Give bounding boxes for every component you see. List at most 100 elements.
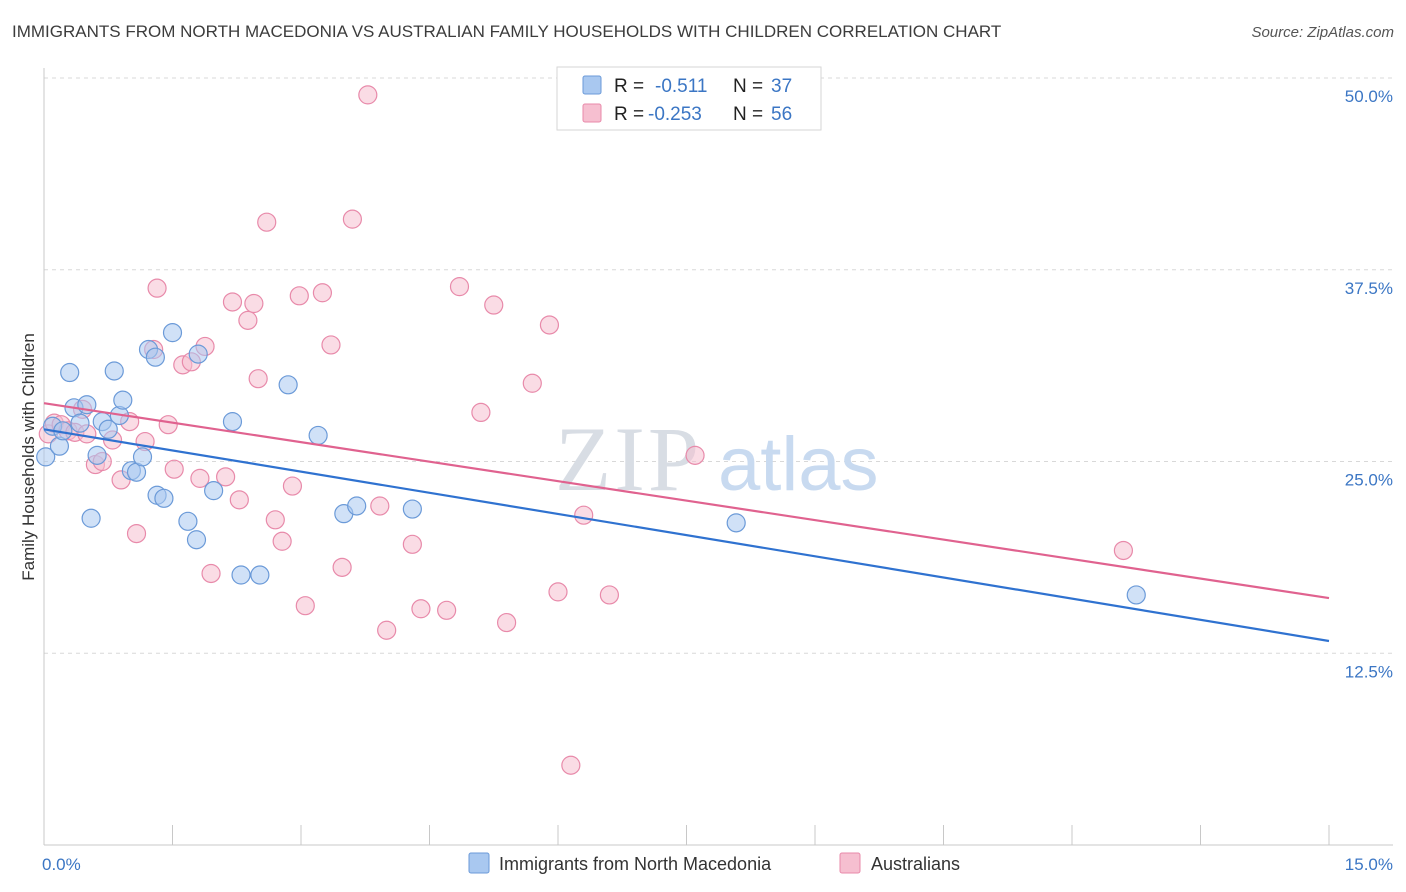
- australians-point-32: [282, 476, 303, 496]
- north-macedonia-point-30: [278, 375, 298, 395]
- bottom-legend-swatch-north-macedonia: [468, 852, 490, 874]
- australians-point-26: [238, 310, 258, 330]
- australians-point-37: [332, 557, 352, 577]
- australians-point-35: [312, 283, 333, 303]
- watermark-zip: ZIP: [555, 408, 702, 510]
- trend-line-north-macedonia: [43, 428, 1330, 643]
- australians-point-40: [370, 496, 390, 516]
- y-tick-label-2: 37.5%: [1345, 279, 1393, 298]
- north-macedonia-point-24: [188, 344, 208, 364]
- north-macedonia-point-19: [145, 347, 165, 367]
- legend-n-label-1: N =: [733, 76, 763, 97]
- north-macedonia-point-23: [178, 511, 198, 531]
- bottom-legend-swatch-australians: [839, 852, 861, 874]
- australians-point-51: [548, 582, 568, 602]
- north-macedonia-point-6: [70, 413, 90, 433]
- australians-point-53: [574, 505, 594, 525]
- x-tick-label-max: 15.0%: [1345, 855, 1393, 874]
- north-macedonia-point-25: [186, 530, 207, 550]
- legend-n-value-2: 56: [771, 104, 792, 125]
- north-macedonia-point-12: [104, 361, 124, 381]
- australians-point-34: [295, 596, 315, 616]
- legend-n-value-1: 37: [771, 76, 792, 97]
- bottom-legend: Immigrants from North Macedonia Australi…: [468, 852, 960, 874]
- legend-r-label-2: R =: [614, 104, 644, 125]
- y-axis-label: Family Households with Children: [19, 333, 38, 581]
- australians-point-44: [437, 600, 457, 620]
- legend-r-value-2: -0.253: [648, 104, 702, 125]
- australians-point-29: [257, 212, 277, 232]
- australians-point-17: [164, 459, 184, 479]
- australians-point-41: [377, 620, 397, 640]
- legend-swatch-australians: [582, 103, 602, 123]
- australians-point-50: [539, 315, 560, 335]
- australians-point-38: [342, 209, 362, 229]
- source-credit: Source: ZipAtlas.com: [1251, 24, 1394, 41]
- legend-n-label-2: N =: [733, 104, 763, 125]
- australians-point-54: [599, 585, 620, 605]
- north-macedonia-point-27: [222, 412, 243, 432]
- north-macedonia-point-35: [726, 513, 746, 533]
- bottom-legend-label-north-macedonia: Immigrants from North Macedonia: [499, 854, 772, 874]
- australians-point-42: [402, 534, 422, 554]
- north-macedonia-point-36: [1126, 585, 1146, 605]
- series-north-macedonia-points: [36, 323, 1146, 605]
- y-tick-label-0: 12.5%: [1345, 662, 1393, 681]
- series-australians-points: [38, 85, 1134, 775]
- legend-r-value-1: -0.511: [655, 76, 707, 97]
- north-macedonia-point-34: [402, 499, 422, 519]
- australians-point-31: [272, 531, 292, 551]
- north-macedonia-point-0: [36, 447, 56, 467]
- australians-point-46: [471, 402, 491, 423]
- australians-point-27: [244, 293, 264, 314]
- north-macedonia-point-11: [98, 419, 118, 439]
- north-macedonia-point-29: [250, 565, 270, 585]
- australians-point-39: [358, 85, 378, 105]
- australians-point-52: [561, 755, 581, 775]
- north-macedonia-point-14: [113, 390, 133, 410]
- australians-point-47: [484, 295, 504, 315]
- australians-point-45: [449, 277, 470, 297]
- north-macedonia-point-31: [308, 425, 328, 446]
- north-macedonia-point-33: [347, 496, 367, 516]
- australians-point-56: [1113, 540, 1134, 561]
- australians-point-15: [147, 278, 167, 298]
- y-tick-label-3: 50.0%: [1345, 87, 1393, 106]
- y-tick-labels: 12.5% 25.0% 37.5% 50.0%: [1345, 87, 1393, 681]
- australians-point-22: [201, 563, 221, 584]
- australians-point-20: [190, 468, 210, 488]
- australians-point-23: [216, 467, 236, 487]
- watermark-atlas: atlas: [718, 422, 879, 507]
- australians-point-16: [158, 415, 178, 435]
- bottom-legend-label-australians: Australians: [871, 854, 960, 874]
- australians-point-33: [289, 286, 309, 306]
- australians-point-30: [265, 510, 285, 530]
- y-tick-label-1: 25.0%: [1345, 471, 1393, 490]
- australians-point-55: [685, 445, 705, 465]
- legend-r-label-1: R =: [614, 76, 644, 97]
- north-macedonia-point-8: [81, 508, 101, 528]
- north-macedonia-point-4: [60, 362, 80, 383]
- north-macedonia-point-9: [87, 445, 107, 465]
- north-macedonia-point-26: [204, 481, 224, 501]
- gridlines: [44, 77, 1393, 654]
- trend-lines: [43, 402, 1330, 643]
- north-macedonia-point-28: [231, 565, 251, 585]
- north-macedonia-point-17: [132, 447, 153, 467]
- north-macedonia-point-22: [162, 323, 183, 343]
- trend-line-australians: [43, 402, 1330, 600]
- x-tick-marks: [43, 825, 1330, 845]
- australians-point-43: [411, 599, 431, 619]
- legend-swatch-north-macedonia: [582, 75, 602, 95]
- australians-point-24: [222, 292, 243, 312]
- north-macedonia-point-21: [154, 488, 174, 508]
- australians-point-28: [248, 369, 268, 389]
- australians-point-25: [229, 490, 249, 510]
- australians-point-12: [126, 523, 147, 544]
- australians-point-49: [522, 373, 542, 393]
- australians-point-48: [497, 612, 517, 633]
- chart-title: IMMIGRANTS FROM NORTH MACEDONIA VS AUSTR…: [12, 22, 1002, 41]
- x-tick-label-min: 0.0%: [42, 855, 81, 874]
- correlation-legend: R = -0.511 N = 37 R = -0.253 N = 56: [556, 66, 822, 131]
